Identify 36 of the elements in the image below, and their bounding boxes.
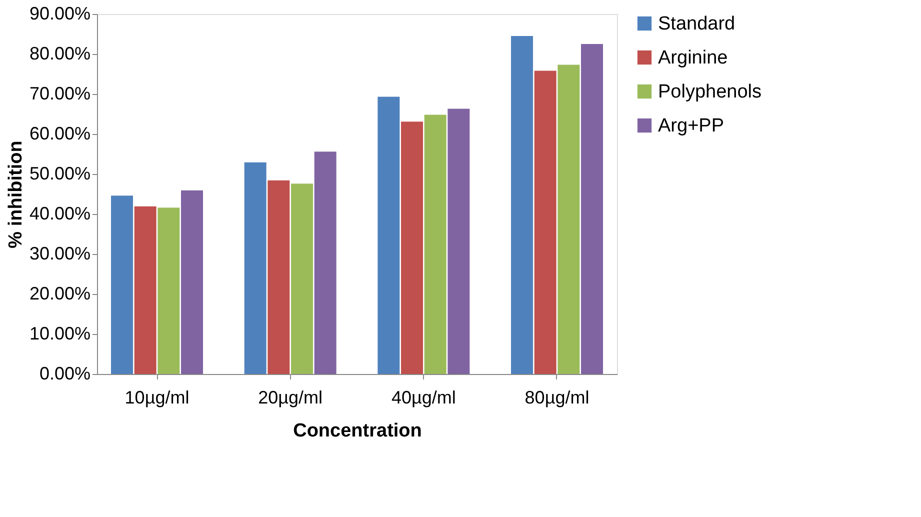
- bar: [268, 180, 290, 374]
- x-tick-label: 40µg/ml: [391, 388, 456, 408]
- bar: [558, 64, 580, 374]
- x-tick-label: 10µg/ml: [124, 388, 190, 408]
- y-tick-label: 0.00%: [39, 364, 90, 384]
- y-tick-label: 70.00%: [29, 84, 90, 104]
- bar: [314, 152, 336, 374]
- legend-label: Arginine: [658, 48, 728, 68]
- bar: [511, 36, 533, 374]
- legend-label: Polyphenols: [658, 82, 762, 102]
- bar: [534, 70, 556, 374]
- y-tick-label: 20.00%: [29, 284, 90, 304]
- bar: [581, 44, 603, 374]
- bar: [181, 190, 203, 374]
- bar: [111, 196, 133, 374]
- bar: [291, 184, 313, 374]
- y-tick-label: 90.00%: [29, 4, 90, 24]
- bar: [378, 96, 400, 374]
- x-tick-label: 80µg/ml: [524, 388, 590, 408]
- x-axis-title: Concentration: [293, 420, 422, 442]
- bar: [134, 206, 156, 374]
- y-tick-label: 60.00%: [29, 124, 90, 144]
- bar: [448, 108, 470, 374]
- bar: [158, 208, 180, 374]
- bar: [244, 162, 266, 374]
- bar: [424, 114, 446, 374]
- y-tick-label: 10.00%: [29, 324, 90, 344]
- x-tick-label: 20µg/ml: [258, 388, 323, 408]
- y-tick-label: 80.00%: [29, 44, 90, 64]
- y-tick-label: 40.00%: [29, 204, 90, 224]
- y-tick-label: 30.00%: [29, 244, 90, 264]
- y-tick-label: 50.00%: [29, 164, 90, 184]
- y-axis-title: % inhibition: [5, 140, 26, 248]
- bar: [401, 122, 423, 374]
- legend-label: Arg+PP: [658, 116, 724, 136]
- legend-label: Standard: [658, 14, 736, 34]
